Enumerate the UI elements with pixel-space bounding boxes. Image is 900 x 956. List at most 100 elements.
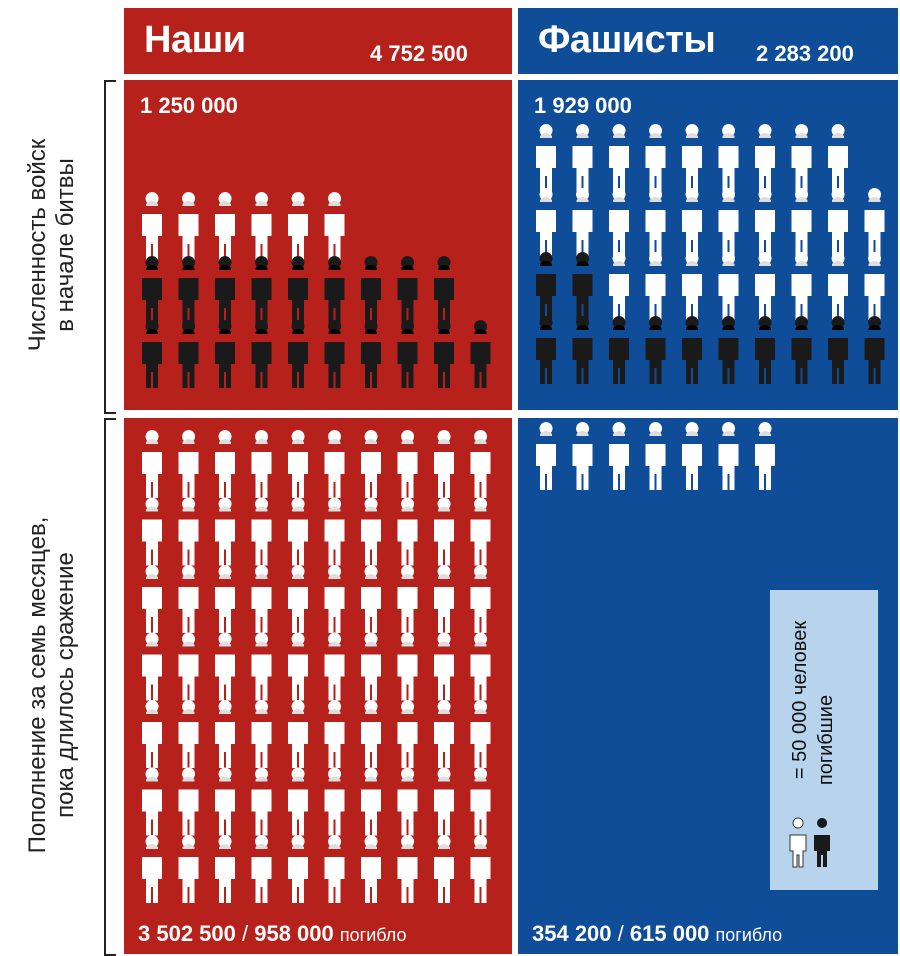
fascists-initial-alive-figure-r1-c5	[718, 188, 739, 256]
fascists-reinforcement-alive-figure-r0-c1	[572, 422, 593, 490]
fascists-initial-alive-figure-r2-c7	[791, 252, 812, 320]
ours-reinforcement-alive-figure-r2-c5	[324, 565, 345, 633]
ours-reinforcement-alive-figure-r3-c7	[397, 632, 418, 701]
ours-header: Наши 4 752 500	[124, 8, 512, 74]
fascists-initial-killed-figure-r3-c0	[536, 316, 556, 384]
legend-alive-figure-icon	[789, 817, 807, 868]
ours-reinforcement-alive-figure-r4-c5	[324, 700, 345, 768]
ours-reinforcement-alive-figure-r4-c1	[178, 700, 199, 768]
legend-icons	[789, 817, 830, 868]
fascists-initial-alive-figure-r1-c2	[609, 188, 629, 256]
ours-reinforcement-alive-figure-r4-c3	[251, 700, 272, 768]
ours-reinforcement-alive-figure-r6-c3	[251, 835, 272, 903]
ours-initial-killed-figure-r1-c2	[215, 256, 235, 324]
fascists-total: 2 283 200	[756, 41, 854, 66]
fascists-initial-killed-figure-r3-c9	[864, 316, 885, 384]
ours-reinforcement-alive-figure-r1-c4	[288, 497, 308, 566]
ours-reinforcement-alive-figure-r4-c2	[215, 700, 235, 768]
ours-reinforcement-alive-figure-r0-c0	[142, 430, 162, 498]
fascists-initial-alive-figure-r0-c1	[572, 124, 593, 192]
ours-reinforcement-alive-figure-r3-c4	[288, 632, 308, 701]
ours-initial-killed-figure-r2-c6	[361, 320, 381, 388]
ours-reinforcement-alive-figure-r5-c0	[142, 767, 162, 836]
fascists-initial-alive-figure-r1-c6	[755, 188, 775, 256]
fascists-reinforcement-alive-figure-r0-c2	[609, 422, 629, 490]
ours-reinforced: 3 502 500	[138, 921, 236, 946]
ours-reinforcement-alive-figure-r6-c1	[178, 835, 199, 903]
ours-reinforcement-alive-figure-r5-c8	[434, 767, 454, 836]
ours-initial-killed-figure-r1-c5	[324, 256, 345, 324]
ours-reinforcement-alive-figure-r1-c2	[215, 497, 235, 566]
ours-initial-alive-figure-r0-c5	[324, 192, 345, 260]
ours-reinforcement-alive-figure-r2-c2	[215, 565, 235, 633]
fascists-initial-alive-figure-r0-c0	[536, 124, 556, 192]
ours-reinforcement-alive-figure-r5-c3	[251, 767, 272, 836]
ours-initial-alive-figure-r0-c2	[215, 192, 235, 260]
ours-initial-alive-figure-r0-c3	[251, 192, 272, 260]
ours-reinforcement-alive-figure-r5-c7	[397, 767, 418, 836]
ours-reinforcement-alive-figure-r6-c7	[397, 835, 418, 903]
ours-reinforcement-alive-figure-r0-c7	[397, 430, 418, 498]
fascists-initial-killed-figure-r3-c8	[828, 316, 848, 384]
fascists-reinforcement-alive-figure-r0-c4	[682, 422, 702, 490]
ours-reinforcement-alive-figure-r2-c1	[178, 565, 199, 633]
fascists-killed-label: погибло	[715, 925, 783, 945]
ours-total: 4 752 500	[370, 41, 468, 66]
ours-reinforcement-alive-figure-r5-c5	[324, 767, 345, 836]
legend-killed-figure-icon	[814, 818, 830, 867]
ours-reinforcement-alive-figure-r6-c9	[470, 835, 491, 903]
ours-reinforcement-alive-figure-r3-c6	[361, 632, 381, 701]
ours-reinforcement-alive-figure-r0-c9	[470, 430, 491, 498]
ours-initial-killed-figure-r2-c9	[470, 320, 491, 388]
ours-reinforcement-alive-figure-r0-c3	[251, 430, 272, 498]
fascists-initial-alive-figure-r2-c8	[828, 252, 848, 320]
fascists-initial-killed-figure-r3-c7	[791, 316, 812, 384]
ours-reinforcement-alive-figure-r0-c5	[324, 430, 345, 498]
ours-initial-killed-figure-r2-c1	[178, 320, 199, 388]
ours-reinforcement-alive-figure-r6-c0	[142, 835, 162, 903]
ours-reinforcement-alive-figure-r0-c6	[361, 430, 381, 498]
ours-reinforcement-alive-figure-r0-c8	[434, 430, 454, 498]
ours-initial-killed-figure-r2-c0	[142, 320, 162, 388]
ours-reinforcement-alive-figure-r4-c4	[288, 700, 308, 768]
ours-initial-alive-figure-r0-c0	[142, 192, 162, 260]
ours-initial-killed-figure-r1-c7	[397, 256, 418, 324]
fascists-initial-alive-figure-r2-c3	[645, 252, 666, 320]
ours-reinforcement-alive-figure-r3-c0	[142, 632, 162, 701]
ours-reinforcement-alive-figure-r0-c2	[215, 430, 235, 498]
fascists-initial-alive-figure-r2-c6	[755, 252, 775, 320]
ours-reinforcement-alive-figure-r1-c9	[470, 497, 491, 566]
fascists-reinforced: 354 200	[532, 921, 612, 946]
fascists-initial-killed-figure-r3-c5	[718, 316, 739, 384]
fascists-initial-alive-figure-r0-c3	[645, 124, 666, 192]
fascists-footer: 354 200 / 615 000 погибло	[532, 921, 783, 946]
ours-reinforcement-alive-figure-r2-c3	[251, 565, 272, 633]
fascists-initial-alive-figure-r1-c9	[864, 188, 885, 256]
ours-initial-alive-figure-r0-c4	[288, 192, 308, 260]
fascists-initial-killed-figure-r2-c1	[572, 252, 593, 320]
ours-initial-killed-figure-r1-c4	[288, 256, 308, 324]
ours-reinforcement-alive-figure-r4-c9	[470, 700, 491, 768]
fascists-initial-alive-figure-r0-c6	[755, 124, 775, 192]
ours-reinforcement-alive-figure-r4-c7	[397, 700, 418, 768]
ours-initial-killed-figure-r1-c8	[434, 256, 454, 324]
fascists-initial-count: 1 929 000	[534, 93, 632, 118]
ours-reinforcement-alive-figure-r3-c9	[470, 632, 491, 701]
fascists-initial-alive-figure-r0-c5	[718, 124, 739, 192]
ours-initial-killed-figure-r2-c5	[324, 320, 345, 388]
fascists-title: Фашисты	[538, 19, 716, 61]
ours-reinforcement-alive-figure-r1-c6	[361, 497, 381, 566]
ours-killed: 958 000	[254, 921, 334, 946]
ours-reinforcement-alive-figure-r3-c3	[251, 632, 272, 701]
ours-initial-alive-figure-r0-c1	[178, 192, 199, 260]
ours-initial-killed-figure-r2-c4	[288, 320, 308, 388]
ours-reinforcement-alive-figure-r4-c8	[434, 700, 454, 768]
fascists-initial-alive-figure-r1-c1	[572, 188, 593, 256]
fascists-initial-alive-figure-r2-c5	[718, 252, 739, 320]
ours-initial-killed-figure-r1-c0	[142, 256, 162, 324]
ours-reinforcement-alive-figure-r3-c1	[178, 632, 199, 701]
ours-reinforcement-alive-figure-r2-c6	[361, 565, 381, 633]
legend: = 50 000 человек погибшие	[770, 590, 878, 890]
ours-reinforcement-alive-figure-r0-c4	[288, 430, 308, 498]
